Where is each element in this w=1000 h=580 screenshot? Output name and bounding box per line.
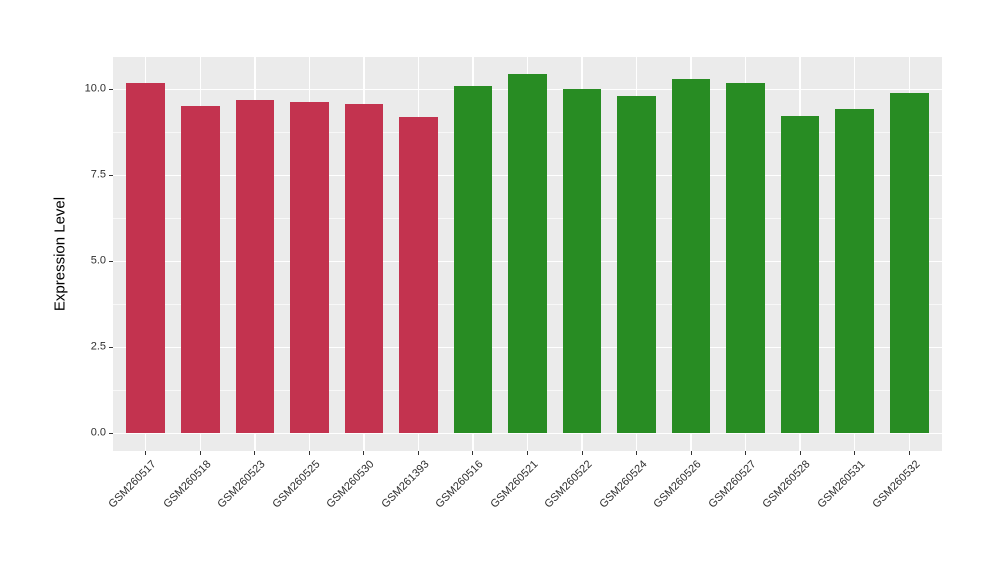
x-tick-label: GSM260527 — [706, 458, 759, 511]
bar-GSM260521 — [508, 74, 547, 434]
bar-GSM260523 — [235, 100, 275, 434]
bar-GSM260517 — [126, 83, 165, 434]
x-tick-mark — [799, 451, 801, 455]
x-tick-label: GSM260526 — [651, 458, 704, 511]
bar-GSM260528 — [780, 115, 820, 434]
x-tick-label: GSM260522 — [542, 458, 595, 511]
bar-GSM260522 — [562, 89, 602, 434]
bar-GSM260526 — [671, 79, 711, 434]
y-axis-title: Expression Level — [51, 196, 69, 312]
x-tick-label: GSM260523 — [215, 458, 268, 511]
x-tick-label: GSM260531 — [815, 458, 868, 511]
x-tick-mark — [745, 451, 747, 455]
bar-GSM260531 — [835, 108, 874, 434]
x-tick-mark — [199, 451, 201, 455]
x-tick-mark — [145, 451, 147, 455]
x-tick-label: GSM260528 — [760, 458, 813, 511]
bar-GSM260518 — [181, 105, 220, 434]
bar-GSM260516 — [453, 85, 493, 434]
x-tick-label: GSM261393 — [379, 458, 432, 511]
x-tick-label: GSM260530 — [324, 458, 377, 511]
bar-GSM261393 — [399, 116, 438, 434]
x-tick-mark — [527, 451, 528, 455]
y-tick-mark — [109, 174, 113, 176]
x-tick-mark — [472, 451, 474, 455]
bar-GSM260525 — [290, 101, 329, 434]
x-tick-label: GSM260532 — [869, 458, 923, 511]
x-tick-mark — [854, 451, 856, 455]
y-tick-label: 2.5 — [90, 340, 106, 353]
x-tick-mark — [254, 451, 256, 455]
x-tick-label: GSM260516 — [433, 458, 486, 511]
bar-GSM260530 — [344, 103, 384, 434]
x-tick-mark — [636, 451, 638, 455]
x-tick-label: GSM260518 — [160, 458, 214, 511]
x-tick-mark — [363, 451, 365, 455]
x-tick-mark — [908, 451, 910, 455]
x-tick-mark — [417, 451, 419, 455]
y-tick-label: 5.0 — [90, 254, 106, 267]
y-tick-label: 10.0 — [84, 82, 106, 95]
x-tick-mark — [581, 451, 583, 455]
y-tick-mark — [109, 88, 113, 90]
y-tick-mark — [109, 432, 113, 434]
x-tick-mark — [690, 451, 692, 455]
x-tick-mark — [308, 451, 310, 455]
y-tick-label: 0.0 — [90, 426, 106, 439]
x-tick-label: GSM260524 — [597, 458, 650, 511]
bar-GSM260532 — [890, 93, 929, 434]
y-tick-mark — [109, 260, 113, 262]
x-tick-label: GSM260521 — [488, 458, 541, 511]
x-tick-label: GSM260525 — [269, 458, 323, 511]
bar-GSM260527 — [726, 83, 765, 434]
y-tick-mark — [109, 346, 113, 348]
y-tick-label: 7.5 — [90, 168, 106, 181]
bar-GSM260524 — [617, 95, 656, 434]
x-tick-label: GSM260517 — [106, 458, 159, 511]
plot-panel — [113, 57, 942, 451]
